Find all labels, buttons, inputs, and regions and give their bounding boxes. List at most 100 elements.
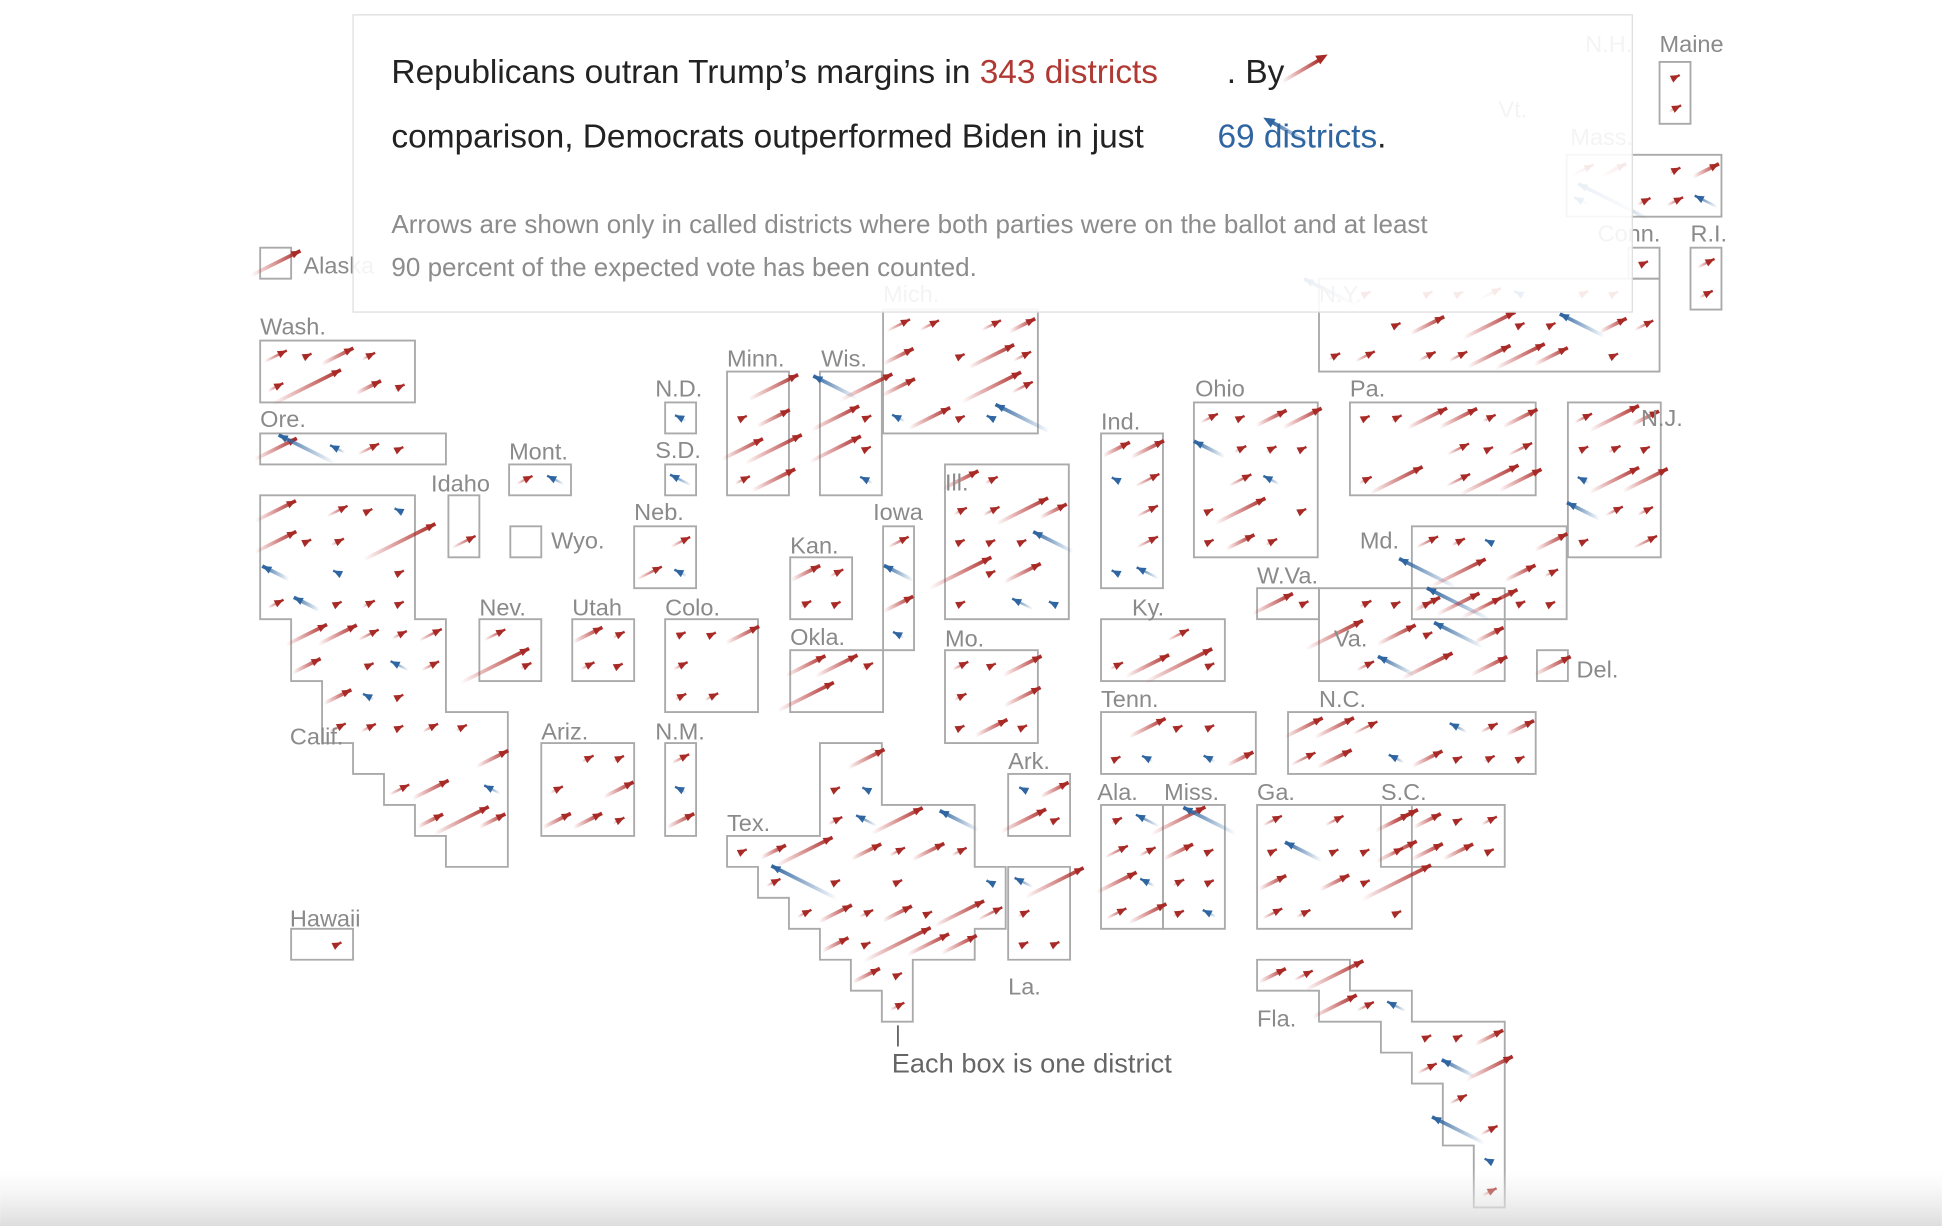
arrow-head [1643,507,1653,515]
arrow-head [1657,468,1668,477]
arrow-head [1353,620,1363,628]
arrow-head [985,663,996,671]
state-outline [290,927,354,961]
state-label: Ark. [1008,748,1050,774]
arrow-head [396,631,407,639]
state-outline [1256,958,1506,1209]
arrow-head [1149,473,1160,482]
state-outline [726,370,790,497]
arrow-head [522,475,533,484]
arrow-head [823,682,834,691]
state-outline [882,525,915,652]
arrow-head [341,689,352,698]
state-label: S.C. [1381,779,1427,805]
arrow-head [1487,723,1498,731]
state-outline [508,463,572,497]
arrow-head [1363,1001,1374,1010]
arrow-head [1475,559,1486,567]
state-outline [478,618,543,683]
arrow-head [1560,656,1571,665]
arrow-head [1266,446,1277,454]
state-label: Nev. [479,594,526,620]
arrow-head [801,600,812,609]
arrow-head [1203,539,1214,548]
arrow-head [1119,442,1130,450]
state-label: Mont. [509,438,568,464]
arrow-head [801,909,812,918]
arrow-head [1578,539,1589,547]
arrow-shaft [459,646,530,685]
arrow-head [1135,814,1146,823]
arrow-head [1017,725,1028,733]
arrow-head [900,319,910,327]
arrow-head [833,569,844,577]
arrow-head [1361,476,1372,485]
arrow-head [317,624,327,633]
arrow-head [1522,442,1533,451]
arrow-head [705,632,716,641]
state-outline [1658,60,1692,125]
arrow-head [1364,351,1375,359]
arrow-head [1305,752,1316,761]
arrow-head [770,878,781,887]
arrow-shaft [1401,651,1454,680]
arrow-head [670,474,681,483]
state-label: Md. [1360,528,1399,554]
arrow-head [273,599,284,608]
arrow-head [676,693,687,702]
arrow-head [883,565,894,573]
arrow-head [849,406,860,414]
arrow-head [399,784,410,793]
arrow-head [1649,411,1660,419]
arrow-head [1391,415,1402,423]
note: Arrows are shown only in called district… [391,209,1428,239]
header-panel [352,14,1633,313]
arrow-head [1640,198,1651,206]
arrow-head [1467,408,1478,417]
arrow-head [1487,1125,1498,1134]
arrow-head [1344,717,1354,726]
arrow-head [1203,755,1214,764]
arrow-shaft [1360,863,1432,902]
arrow-shaft [1588,465,1640,494]
arrow-head [1353,960,1364,969]
arrow-head [905,378,915,387]
state-outline [1566,401,1662,559]
arrow-head [939,810,950,819]
state-label: Iowa [873,499,924,525]
arrow-head [1117,845,1128,854]
state-label: Okla. [790,624,845,650]
state-label: Minn. [727,346,785,372]
arrow-head [939,933,950,942]
arrow-head [1049,941,1060,950]
arrow-head [331,942,342,950]
arrow-shaft [995,496,1049,526]
arrow-head [1178,629,1189,638]
arrow-head [894,1002,905,1011]
arrow-head [1527,409,1538,417]
arrow-head [1457,351,1468,360]
arrow-shaft [1494,342,1546,370]
arrow-head [1030,563,1041,572]
state-outline [789,556,854,621]
state-label: Utah [572,594,622,620]
arrow-head [856,815,866,823]
state-outline [1007,773,1071,837]
state-label: N.J. [1641,405,1683,431]
arrow-head [651,566,662,575]
state-outline [1256,587,1320,621]
state-outline [259,432,447,466]
state-outline [540,742,636,837]
arrow-head [830,787,840,795]
arrow-head [1483,447,1493,455]
arrow-head [393,725,404,734]
arrow-head [262,566,273,574]
arrow-head [785,469,796,477]
arrow-head [1673,197,1684,205]
arrow-head [1276,410,1287,418]
arrow-head [1018,941,1029,950]
state-outline [259,246,293,280]
arrow-head [1148,536,1158,545]
arrow-head [1236,445,1247,454]
